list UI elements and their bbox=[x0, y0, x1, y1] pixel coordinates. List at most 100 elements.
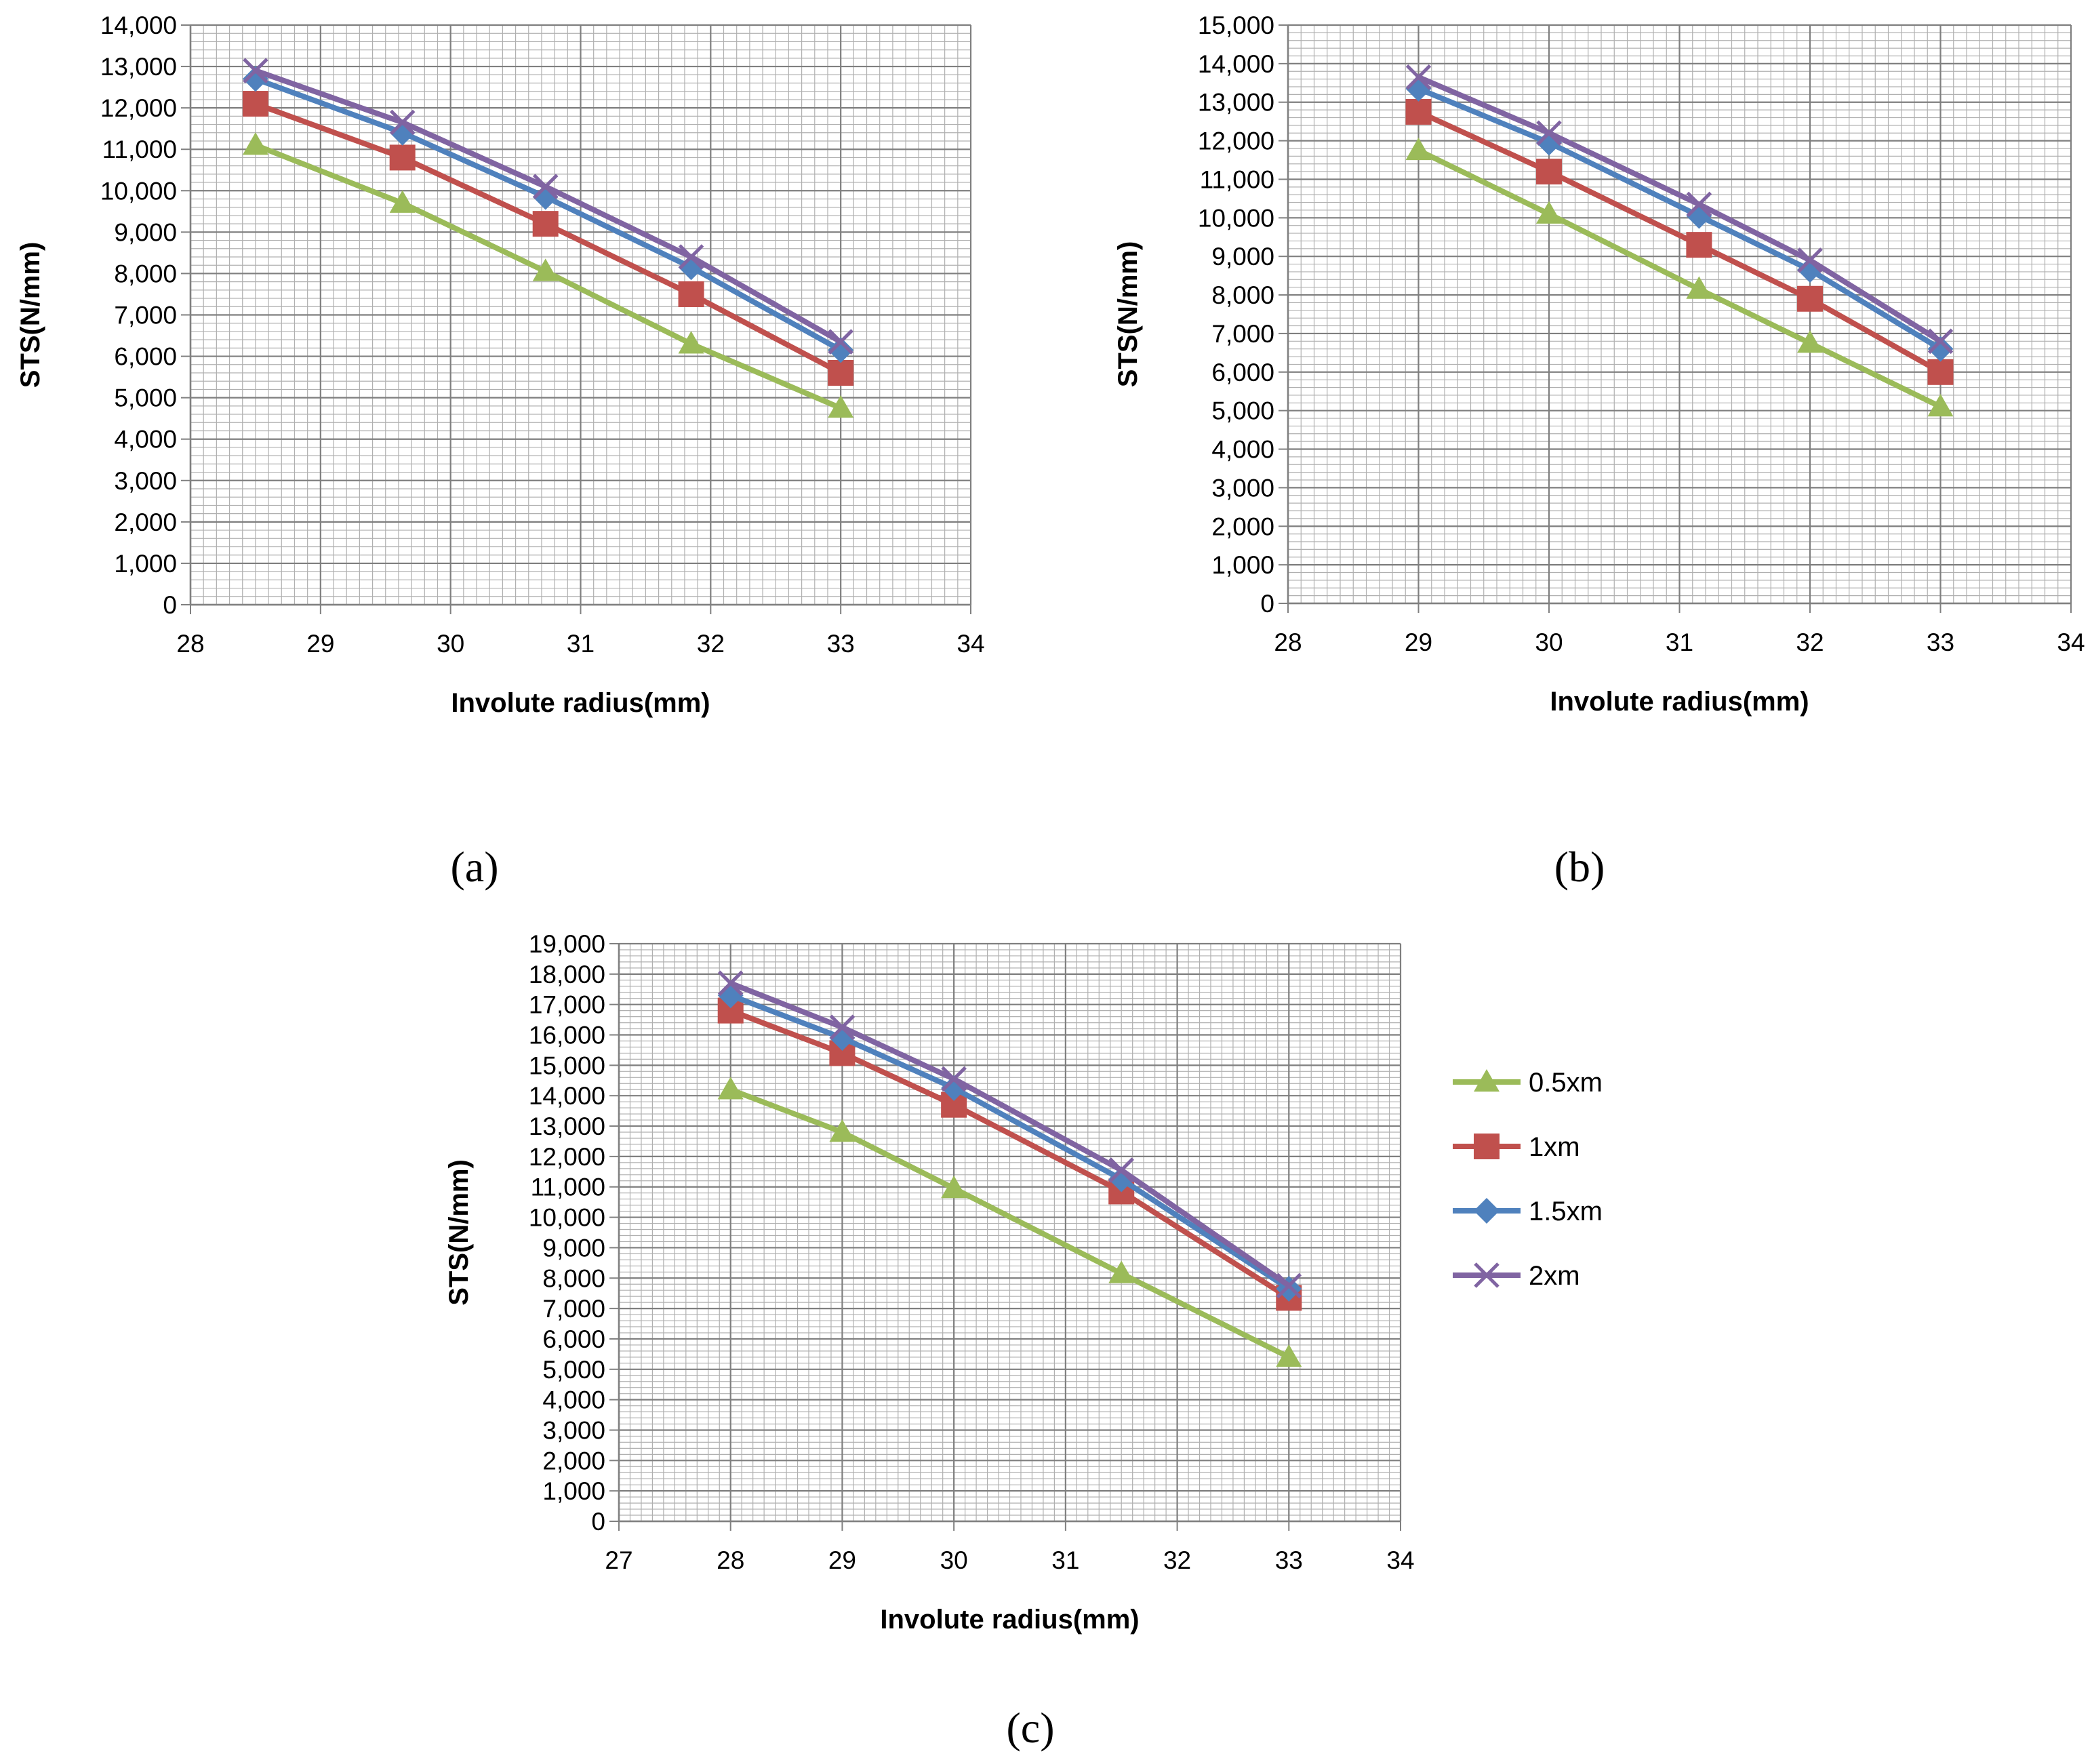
legend-marker-square bbox=[1474, 1134, 1500, 1159]
data-point-1xm bbox=[532, 211, 559, 237]
data-point-2xm bbox=[1108, 1157, 1134, 1183]
y-tick-label: 8,000 bbox=[1211, 281, 1274, 309]
x-tick-label: 34 bbox=[957, 630, 984, 658]
x-tick-label: 34 bbox=[1386, 1546, 1414, 1574]
data-point-2xm bbox=[243, 58, 268, 83]
legend-entry-1-5xm: 1.5xm bbox=[1453, 1197, 1603, 1226]
y-tick-label: 3,000 bbox=[114, 467, 177, 495]
y-tick-label: 5,000 bbox=[114, 384, 177, 412]
panel-label-c: (c) bbox=[1006, 1704, 1054, 1752]
data-point-2xm bbox=[1405, 64, 1432, 90]
legend-label: 1.5xm bbox=[1529, 1197, 1603, 1226]
data-point-1xm bbox=[678, 281, 704, 307]
data-point-0-5xm bbox=[389, 190, 416, 213]
panel-label-a: (a) bbox=[450, 843, 498, 891]
data-point-1xm bbox=[242, 91, 268, 117]
y-tick-label: 3,000 bbox=[1211, 474, 1274, 502]
data-point-0-5xm bbox=[1276, 1344, 1302, 1367]
series-0-5xm bbox=[242, 132, 854, 418]
data-point-2xm bbox=[389, 109, 416, 136]
y-tick-label: 5,000 bbox=[1211, 397, 1274, 425]
x-tick-label: 31 bbox=[567, 630, 595, 658]
x-tick-label: 28 bbox=[1274, 628, 1302, 656]
panel-label-b: (b) bbox=[1554, 843, 1605, 891]
data-point-2xm bbox=[1927, 328, 1954, 355]
y-tick-label: 9,000 bbox=[542, 1234, 605, 1262]
data-point-1xm bbox=[389, 144, 416, 171]
legend-entry-1xm: 1xm bbox=[1453, 1132, 1580, 1162]
gridlines bbox=[189, 24, 972, 606]
y-tick-label: 7,000 bbox=[1211, 320, 1274, 348]
y-tick-label: 6,000 bbox=[114, 343, 177, 371]
legend-entry-0-5xm: 0.5xm bbox=[1453, 1068, 1603, 1098]
y-tick-label: 4,000 bbox=[114, 426, 177, 454]
y-tick-label: 2,000 bbox=[1211, 513, 1274, 540]
x-tick-label: 33 bbox=[827, 630, 855, 658]
chart-panel-b: 0 1,000 2,000 3,000 4,000 5,000 6,000 7,000 8,00… bbox=[1113, 12, 2085, 717]
y-tick-label: 8,000 bbox=[114, 260, 177, 287]
y-axis-title: STS(N/mm) bbox=[1113, 241, 1143, 388]
data-point-1xm bbox=[1405, 98, 1432, 125]
y-tick-label: 3,000 bbox=[542, 1416, 605, 1444]
legend-label: 2xm bbox=[1529, 1261, 1580, 1291]
data-point-1xm bbox=[1927, 359, 1954, 385]
data-point-0-5xm bbox=[941, 1175, 967, 1199]
legend-entry-2xm: 2xm bbox=[1453, 1261, 1580, 1291]
x-tick-label: 31 bbox=[1051, 1546, 1079, 1574]
data-point-2xm bbox=[829, 1014, 856, 1041]
y-tick-label: 16,000 bbox=[529, 1022, 605, 1049]
data-point-0-5xm bbox=[1108, 1260, 1135, 1283]
data-point-1xm bbox=[1536, 159, 1562, 185]
x-tick-label: 33 bbox=[1927, 628, 1954, 656]
y-tick-label: 7,000 bbox=[114, 302, 177, 329]
series-2xm bbox=[1405, 64, 1954, 355]
data-point-0-5xm bbox=[1797, 330, 1823, 353]
x-tick-label: 29 bbox=[306, 630, 334, 658]
data-point-0-5xm bbox=[1536, 201, 1562, 224]
data-point-2xm bbox=[1276, 1272, 1302, 1299]
y-tick-label: 19,000 bbox=[529, 930, 605, 958]
legend: 0.5xm 1xm 1.5xm 2xm bbox=[1453, 1068, 1603, 1291]
x-tick-label: 33 bbox=[1275, 1546, 1303, 1574]
series-1xm bbox=[242, 91, 854, 386]
y-tick-label: 2,000 bbox=[114, 508, 177, 536]
legend-marker-triangle bbox=[1474, 1069, 1500, 1092]
y-tick-label: 2,000 bbox=[542, 1447, 605, 1475]
y-tick-label: 5,000 bbox=[542, 1356, 605, 1384]
x-tick-label: 29 bbox=[828, 1546, 856, 1574]
y-tick-label: 14,000 bbox=[100, 12, 177, 39]
gridlines bbox=[618, 942, 1402, 1523]
legend-marker-diamond bbox=[1474, 1198, 1500, 1224]
legend-marker-x bbox=[1474, 1262, 1500, 1288]
gridlines bbox=[1287, 24, 2072, 605]
data-point-2xm bbox=[1797, 247, 1823, 273]
series-0-5xm bbox=[717, 1077, 1302, 1367]
x-axis-title: Involute radius(mm) bbox=[880, 1605, 1139, 1635]
data-point-2xm bbox=[532, 174, 559, 199]
data-point-2xm bbox=[678, 244, 704, 270]
x-tick-label: 32 bbox=[1796, 628, 1824, 656]
y-tick-label: 13,000 bbox=[100, 53, 177, 81]
data-point-1-5xm bbox=[1927, 336, 1954, 362]
series-2xm bbox=[243, 58, 853, 355]
y-tick-label: 7,000 bbox=[542, 1295, 605, 1323]
y-tick-label: 10,000 bbox=[1198, 204, 1274, 232]
data-point-2xm bbox=[941, 1066, 967, 1092]
data-point-1-5xm bbox=[828, 337, 854, 363]
y-tick-label: 1,000 bbox=[542, 1477, 605, 1505]
y-tick-label: 10,000 bbox=[529, 1204, 605, 1232]
data-point-0-5xm bbox=[242, 132, 268, 155]
series-1xm bbox=[1405, 98, 1954, 385]
data-point-0-5xm bbox=[532, 258, 559, 281]
y-tick-label: 15,000 bbox=[529, 1051, 605, 1079]
y-tick-label: 13,000 bbox=[1198, 89, 1274, 117]
x-tick-label: 27 bbox=[605, 1546, 632, 1574]
x-tick-label: 30 bbox=[437, 630, 464, 658]
series-0-5xm bbox=[1405, 137, 1954, 417]
y-tick-label: 14,000 bbox=[1198, 50, 1274, 78]
data-point-0-5xm bbox=[1927, 393, 1954, 417]
y-tick-label: 0 bbox=[163, 591, 177, 619]
legend-label: 0.5xm bbox=[1529, 1068, 1603, 1098]
y-tick-label: 6,000 bbox=[542, 1325, 605, 1353]
y-tick-label: 1,000 bbox=[114, 550, 177, 578]
